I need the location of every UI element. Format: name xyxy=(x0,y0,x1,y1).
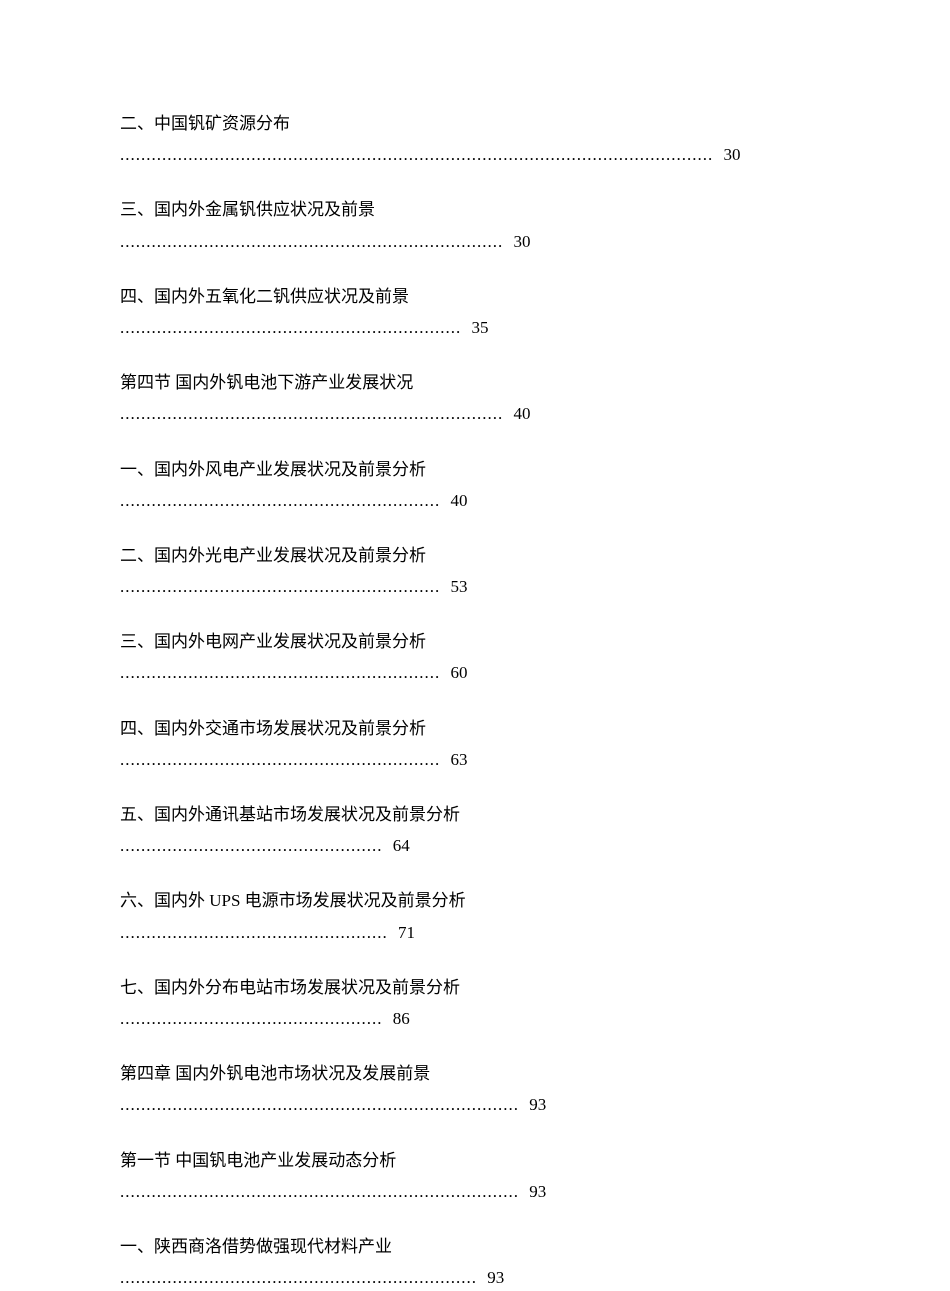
toc-dots: ........................................… xyxy=(120,1182,519,1201)
toc-title: 一、国内外风电产业发展状况及前景分析 xyxy=(120,456,830,483)
toc-dots-line: ........................................… xyxy=(120,141,830,168)
toc-title: 三、国内外电网产业发展状况及前景分析 xyxy=(120,628,830,655)
toc-page-number: 40 xyxy=(446,491,467,510)
toc-entry: 三、国内外电网产业发展状况及前景分析......................… xyxy=(120,628,830,686)
toc-dots: ........................................… xyxy=(120,232,503,251)
toc-dots-line: ........................................… xyxy=(120,1178,830,1205)
toc-entry: 第四章 国内外钒电池市场状况及发展前景.....................… xyxy=(120,1060,830,1118)
toc-page-number: 64 xyxy=(389,836,410,855)
toc-dots-line: ........................................… xyxy=(120,659,830,686)
toc-entry: 四、国内外交通市场发展状况及前景分析......................… xyxy=(120,715,830,773)
toc-page-number: 30 xyxy=(509,232,530,251)
toc-title: 第四章 国内外钒电池市场状况及发展前景 xyxy=(120,1060,830,1087)
toc-dots: ........................................… xyxy=(120,1095,519,1114)
toc-entry: 三、国内外金属钒供应状况及前景.........................… xyxy=(120,196,830,254)
toc-page-number: 63 xyxy=(446,750,467,769)
toc-entry: 第一节 中国钒电池产业发展动态分析.......................… xyxy=(120,1147,830,1205)
toc-dots-line: ........................................… xyxy=(120,487,830,514)
toc-entry: 一、国内外风电产业发展状况及前景分析......................… xyxy=(120,456,830,514)
toc-entry: 一、陕西商洛借势做强现代材料产业........................… xyxy=(120,1233,830,1291)
toc-dots: ........................................… xyxy=(120,577,440,596)
toc-page-number: 93 xyxy=(483,1268,504,1287)
toc-title: 二、中国钒矿资源分布 xyxy=(120,110,830,137)
toc-title: 三、国内外金属钒供应状况及前景 xyxy=(120,196,830,223)
toc-title: 二、国内外光电产业发展状况及前景分析 xyxy=(120,542,830,569)
toc-dots-line: ........................................… xyxy=(120,919,830,946)
toc-entry: 六、国内外 UPS 电源市场发展状况及前景分析.................… xyxy=(120,887,830,945)
toc-dots-line: ........................................… xyxy=(120,832,830,859)
toc-container: 二、中国钒矿资源分布..............................… xyxy=(120,110,830,1291)
toc-title: 第四节 国内外钒电池下游产业发展状况 xyxy=(120,369,830,396)
toc-page-number: 53 xyxy=(446,577,467,596)
toc-title: 四、国内外五氧化二钒供应状况及前景 xyxy=(120,283,830,310)
toc-dots: ........................................… xyxy=(120,404,503,423)
toc-page-number: 40 xyxy=(509,404,530,423)
toc-title: 四、国内外交通市场发展状况及前景分析 xyxy=(120,715,830,742)
toc-page-number: 30 xyxy=(719,145,740,164)
toc-dots: ........................................… xyxy=(120,318,461,337)
toc-dots: ........................................… xyxy=(120,1009,383,1028)
toc-entry: 四、国内外五氧化二钒供应状况及前景.......................… xyxy=(120,283,830,341)
toc-dots: ........................................… xyxy=(120,663,440,682)
toc-dots: ........................................… xyxy=(120,145,713,164)
toc-dots: ........................................… xyxy=(120,923,388,942)
toc-dots: ........................................… xyxy=(120,1268,477,1287)
toc-entry: 二、中国钒矿资源分布..............................… xyxy=(120,110,830,168)
toc-page-number: 71 xyxy=(394,923,415,942)
toc-entry: 二、国内外光电产业发展状况及前景分析......................… xyxy=(120,542,830,600)
toc-dots-line: ........................................… xyxy=(120,314,830,341)
toc-dots: ........................................… xyxy=(120,836,383,855)
toc-dots: ........................................… xyxy=(120,750,440,769)
toc-title: 七、国内外分布电站市场发展状况及前景分析 xyxy=(120,974,830,1001)
toc-dots-line: ........................................… xyxy=(120,1091,830,1118)
toc-dots-line: ........................................… xyxy=(120,1264,830,1291)
toc-title: 一、陕西商洛借势做强现代材料产业 xyxy=(120,1233,830,1260)
toc-page-number: 35 xyxy=(467,318,488,337)
toc-page-number: 86 xyxy=(389,1009,410,1028)
toc-dots-line: ........................................… xyxy=(120,400,830,427)
toc-dots-line: ........................................… xyxy=(120,746,830,773)
toc-dots-line: ........................................… xyxy=(120,1005,830,1032)
toc-entry: 五、国内外通讯基站市场发展状况及前景分析....................… xyxy=(120,801,830,859)
toc-title: 第一节 中国钒电池产业发展动态分析 xyxy=(120,1147,830,1174)
toc-page-number: 60 xyxy=(446,663,467,682)
toc-entry: 第四节 国内外钒电池下游产业发展状况......................… xyxy=(120,369,830,427)
toc-title: 六、国内外 UPS 电源市场发展状况及前景分析 xyxy=(120,887,830,914)
toc-page-number: 93 xyxy=(525,1095,546,1114)
toc-page-number: 93 xyxy=(525,1182,546,1201)
toc-dots-line: ........................................… xyxy=(120,228,830,255)
toc-dots: ........................................… xyxy=(120,491,440,510)
toc-title: 五、国内外通讯基站市场发展状况及前景分析 xyxy=(120,801,830,828)
toc-entry: 七、国内外分布电站市场发展状况及前景分析....................… xyxy=(120,974,830,1032)
toc-dots-line: ........................................… xyxy=(120,573,830,600)
